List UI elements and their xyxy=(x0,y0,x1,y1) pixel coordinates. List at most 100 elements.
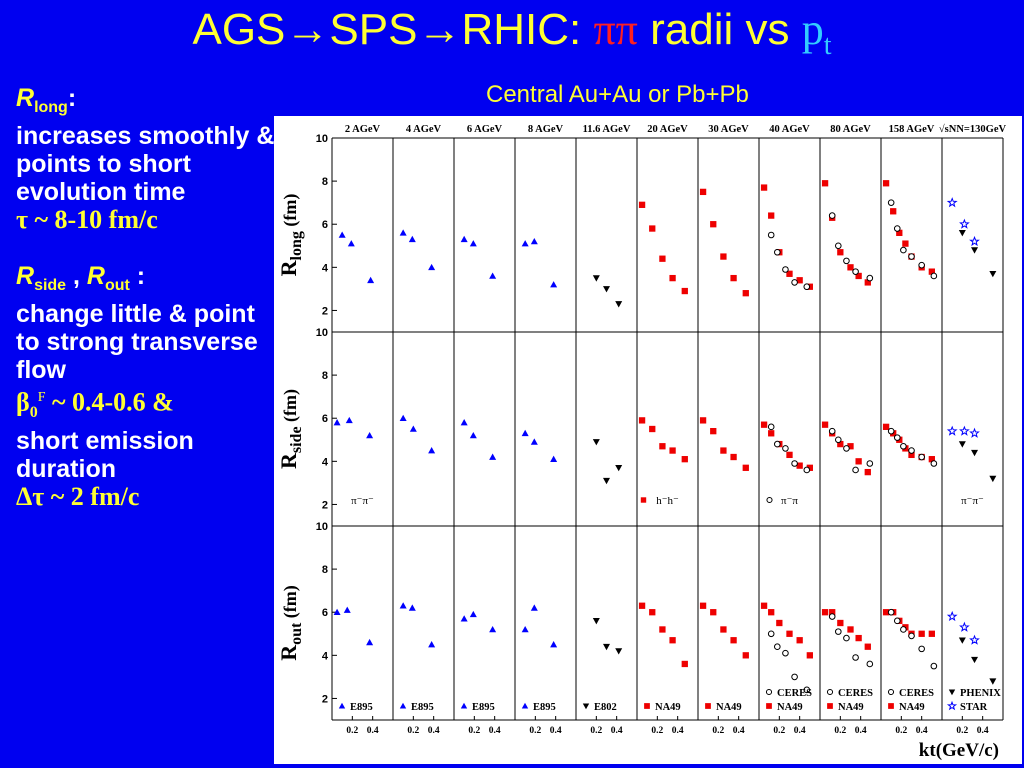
marker-na49 xyxy=(638,201,646,208)
marker-na49 xyxy=(888,703,894,709)
marker-na49 xyxy=(882,423,890,430)
marker-na49 xyxy=(640,497,647,503)
y-tick-label: 10 xyxy=(316,327,328,339)
marker-ceres xyxy=(828,212,836,219)
marker-ceres xyxy=(852,466,859,474)
marker-e895 xyxy=(530,438,538,445)
marker-na49 xyxy=(760,421,768,428)
marker-ceres xyxy=(930,272,938,280)
marker-na49 xyxy=(659,443,666,450)
rside-label: Rside xyxy=(16,262,66,294)
marker-e895 xyxy=(469,431,477,439)
marker-ceres xyxy=(930,460,938,467)
marker-e802 xyxy=(615,301,623,308)
y-tick-label: 8 xyxy=(322,564,328,576)
label-sep: , xyxy=(66,262,87,290)
marker-e802 xyxy=(592,618,600,625)
x-tick-label: 0.2 xyxy=(956,726,968,736)
x-tick-label: 0.4 xyxy=(489,726,501,736)
marker-ceres xyxy=(803,466,811,474)
marker-na49 xyxy=(699,602,707,609)
marker-e802 xyxy=(592,275,600,282)
marker-na49 xyxy=(669,637,676,644)
marker-na49 xyxy=(776,619,783,627)
marker-e895 xyxy=(333,419,341,426)
marker-ceres xyxy=(766,496,773,504)
marker-e895 xyxy=(460,235,468,243)
marker-na49 xyxy=(821,421,829,428)
marker-e895 xyxy=(428,641,436,648)
marker-star xyxy=(959,621,970,632)
legend-label: CERES xyxy=(899,688,934,699)
marker-na49 xyxy=(742,652,749,659)
y-tick-label: 6 xyxy=(322,413,328,425)
marker-e895 xyxy=(489,625,497,633)
rside-R: R xyxy=(16,262,35,290)
marker-ceres xyxy=(918,453,925,461)
y-tick-label: 6 xyxy=(322,607,328,619)
beta-symbol: β xyxy=(16,387,30,417)
marker-e895 xyxy=(338,702,346,709)
title-prefix: AGS→SPS→RHIC: xyxy=(192,5,594,54)
y-tick-label: 8 xyxy=(322,370,328,382)
marker-na49 xyxy=(730,637,737,644)
energy-label: 20 AGeV xyxy=(647,124,688,135)
x-tick-label: 0.4 xyxy=(367,726,379,736)
marker-ceres xyxy=(826,688,834,696)
marker-e802 xyxy=(958,441,966,448)
marker-na49 xyxy=(855,634,862,642)
marker-e895 xyxy=(399,414,407,422)
marker-na49 xyxy=(864,643,871,650)
marker-ceres xyxy=(843,257,850,265)
dtau-text: Δτ ~ 2 fm/c xyxy=(16,481,140,511)
marker-na49 xyxy=(786,270,793,277)
marker-ceres xyxy=(782,649,789,657)
marker-ceres xyxy=(774,248,781,256)
y-tick-label: 4 xyxy=(322,262,329,274)
marker-na49 xyxy=(699,188,707,196)
marker-na49 xyxy=(821,609,829,616)
energy-label: 158 AGeV xyxy=(889,124,935,135)
marker-e802 xyxy=(948,689,956,696)
marker-ceres xyxy=(843,445,850,452)
rs-text: change little & point to strong transver… xyxy=(16,300,258,384)
spacer xyxy=(16,234,278,262)
marker-na49 xyxy=(710,221,717,228)
beta-text: β0F ~ 0.4-0.6 & xyxy=(16,384,278,427)
marker-e802 xyxy=(615,648,623,655)
x-tick-label: 0.2 xyxy=(712,726,724,736)
marker-ceres xyxy=(866,660,874,668)
marker-ceres xyxy=(767,630,775,638)
marker-ceres xyxy=(893,434,901,441)
marker-star xyxy=(946,700,958,711)
axis-label-R: R xyxy=(276,259,301,276)
marker-na49 xyxy=(821,180,829,187)
marker-star xyxy=(946,425,958,436)
marker-ceres xyxy=(908,632,915,640)
marker-star xyxy=(946,197,958,208)
marker-ceres xyxy=(930,662,938,670)
axis-label-unit: (fm) xyxy=(280,194,301,231)
x-tick-label: 0.4 xyxy=(855,726,867,736)
marker-na49 xyxy=(649,609,656,616)
marker-na49 xyxy=(890,208,897,215)
marker-ceres xyxy=(767,231,775,239)
x-tick-label: 0.2 xyxy=(346,726,358,736)
marker-e895 xyxy=(460,419,468,426)
x-tick-label: 0.2 xyxy=(773,726,785,736)
pair-type-label: h⁻h⁻ xyxy=(656,495,679,507)
marker-e802 xyxy=(989,271,997,278)
energy-label: 80 AGeV xyxy=(830,124,871,135)
x-tick-label: 0.2 xyxy=(834,726,846,736)
marker-ceres xyxy=(767,423,775,431)
marker-e895 xyxy=(333,608,341,616)
marker-ceres xyxy=(791,279,798,286)
marker-e895 xyxy=(399,602,407,609)
marker-na49 xyxy=(864,468,871,476)
marker-na49 xyxy=(928,630,935,637)
marker-na49 xyxy=(699,417,707,424)
row-axis-label: Rout (fm) xyxy=(276,585,305,661)
x-tick-label: 0.2 xyxy=(895,726,907,736)
marker-e895 xyxy=(367,276,375,284)
marker-ceres xyxy=(908,253,915,260)
